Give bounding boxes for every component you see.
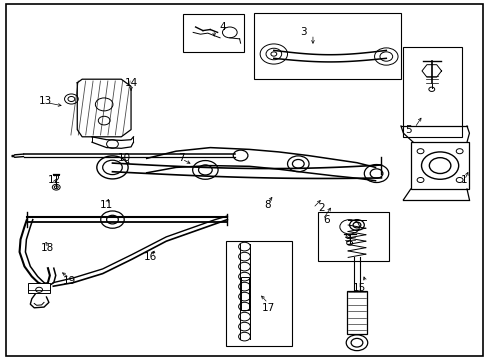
- Bar: [28, 283, 50, 293]
- Text: 4: 4: [219, 22, 225, 32]
- Bar: [225, 241, 292, 346]
- Text: 18: 18: [41, 243, 55, 253]
- Text: 8: 8: [264, 200, 271, 210]
- Bar: [403, 47, 461, 137]
- Text: 5: 5: [404, 125, 411, 135]
- Text: 7: 7: [177, 153, 184, 163]
- Text: 10: 10: [118, 153, 131, 163]
- Text: 6: 6: [323, 215, 329, 225]
- Text: 15: 15: [352, 283, 366, 293]
- Bar: [254, 13, 400, 79]
- Text: 19: 19: [62, 276, 76, 286]
- Text: 9: 9: [343, 234, 350, 244]
- Text: 2: 2: [318, 203, 325, 213]
- Text: 16: 16: [143, 252, 157, 262]
- Text: 1: 1: [460, 175, 467, 185]
- Text: 14: 14: [124, 78, 138, 88]
- Bar: [346, 291, 366, 334]
- Text: 13: 13: [39, 96, 52, 106]
- Bar: [183, 14, 243, 52]
- Text: 11: 11: [100, 200, 113, 210]
- Bar: [410, 142, 468, 189]
- Text: 3: 3: [299, 27, 306, 37]
- Text: 17: 17: [261, 303, 274, 313]
- Text: 12: 12: [48, 175, 61, 185]
- Bar: [240, 277, 249, 310]
- Bar: [317, 212, 388, 261]
